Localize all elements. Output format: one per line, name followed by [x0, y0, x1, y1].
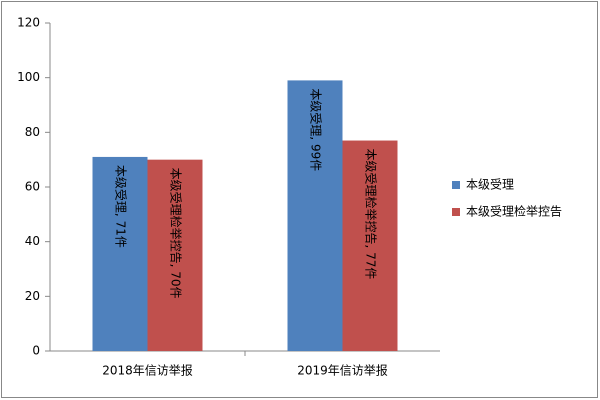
bar [147, 159, 203, 351]
legend-swatch [452, 181, 460, 189]
y-tick-label: 80 [25, 125, 40, 139]
data-label: 本级受理, 99件 [309, 88, 323, 171]
y-tick-label: 20 [25, 289, 40, 303]
bar [92, 156, 148, 351]
data-label: 本级受理, 71件 [114, 165, 128, 248]
y-tick-label: 120 [17, 16, 40, 30]
legend-swatch [452, 208, 460, 216]
y-tick-label: 0 [32, 344, 40, 358]
data-label: 本级受理检举控告, 70件 [169, 168, 184, 299]
y-tick-label: 60 [25, 180, 40, 194]
legend-label: 本级受理检举控告 [466, 204, 562, 219]
bar [287, 80, 343, 352]
x-tick-label: 2018年信访举报 [102, 363, 193, 378]
legend-label: 本级受理 [466, 178, 514, 192]
y-tick-label: 40 [25, 234, 40, 248]
y-tick-label: 100 [17, 70, 40, 84]
bar [342, 140, 398, 351]
data-label: 本级受理检举控告, 77件 [364, 149, 379, 280]
x-tick-label: 2019年信访举报 [297, 363, 388, 378]
